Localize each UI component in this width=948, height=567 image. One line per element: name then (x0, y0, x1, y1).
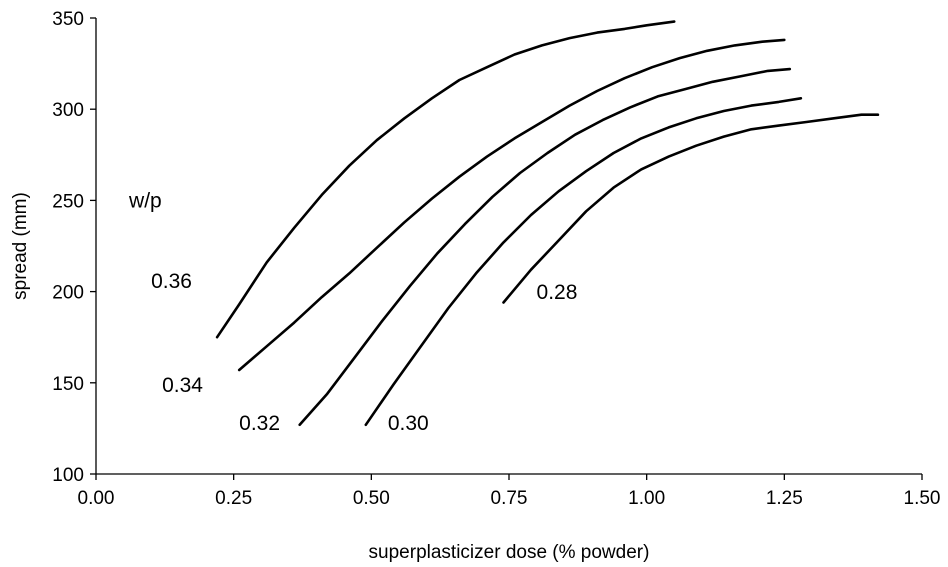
x-tick-label: 0.25 (215, 488, 252, 509)
y-tick-label: 150 (52, 374, 84, 395)
series-annotation-label: 0.32 (239, 412, 280, 435)
series-line-0-30 (364, 97, 803, 427)
x-tick-label: 0.75 (491, 488, 528, 509)
x-axis-ticks: 0.00 0.25 0.50 0.75 1.00 1.25 1.50 (78, 474, 941, 509)
x-tick-label: 0.50 (353, 488, 390, 509)
series-annotation-label: 0.30 (388, 412, 429, 435)
x-tick-label: 1.00 (628, 488, 665, 509)
y-tick-label: 350 (52, 9, 84, 30)
series-annotation-label: 0.36 (151, 270, 192, 293)
series-line-0-34 (237, 38, 786, 372)
axes (95, 18, 922, 475)
y-tick-label: 250 (52, 191, 84, 212)
annotations: w/p 0.36 0.34 0.32 0.30 0.28 (128, 190, 577, 436)
x-tick-label: 1.25 (766, 488, 803, 509)
x-tick-label: 1.50 (904, 488, 941, 509)
series-line-0-28 (502, 113, 880, 304)
series-line-0-32 (298, 67, 792, 427)
series-lines (215, 20, 880, 427)
series-line-0-36 (215, 20, 676, 339)
y-tick-label: 300 (52, 100, 84, 121)
y-axis-label: spread (mm) (10, 192, 31, 300)
series-annotation-label: 0.34 (162, 374, 203, 397)
x-axis-label: superplasticizer dose (% powder) (369, 542, 650, 563)
legend-title-label: w/p (128, 190, 162, 213)
series-annotation-label: 0.28 (537, 281, 578, 304)
y-tick-label: 200 (52, 283, 84, 304)
x-tick-label: 0.00 (78, 488, 115, 509)
y-axis-ticks: 100 150 200 250 300 350 (52, 9, 96, 486)
y-tick-label: 100 (52, 465, 84, 486)
